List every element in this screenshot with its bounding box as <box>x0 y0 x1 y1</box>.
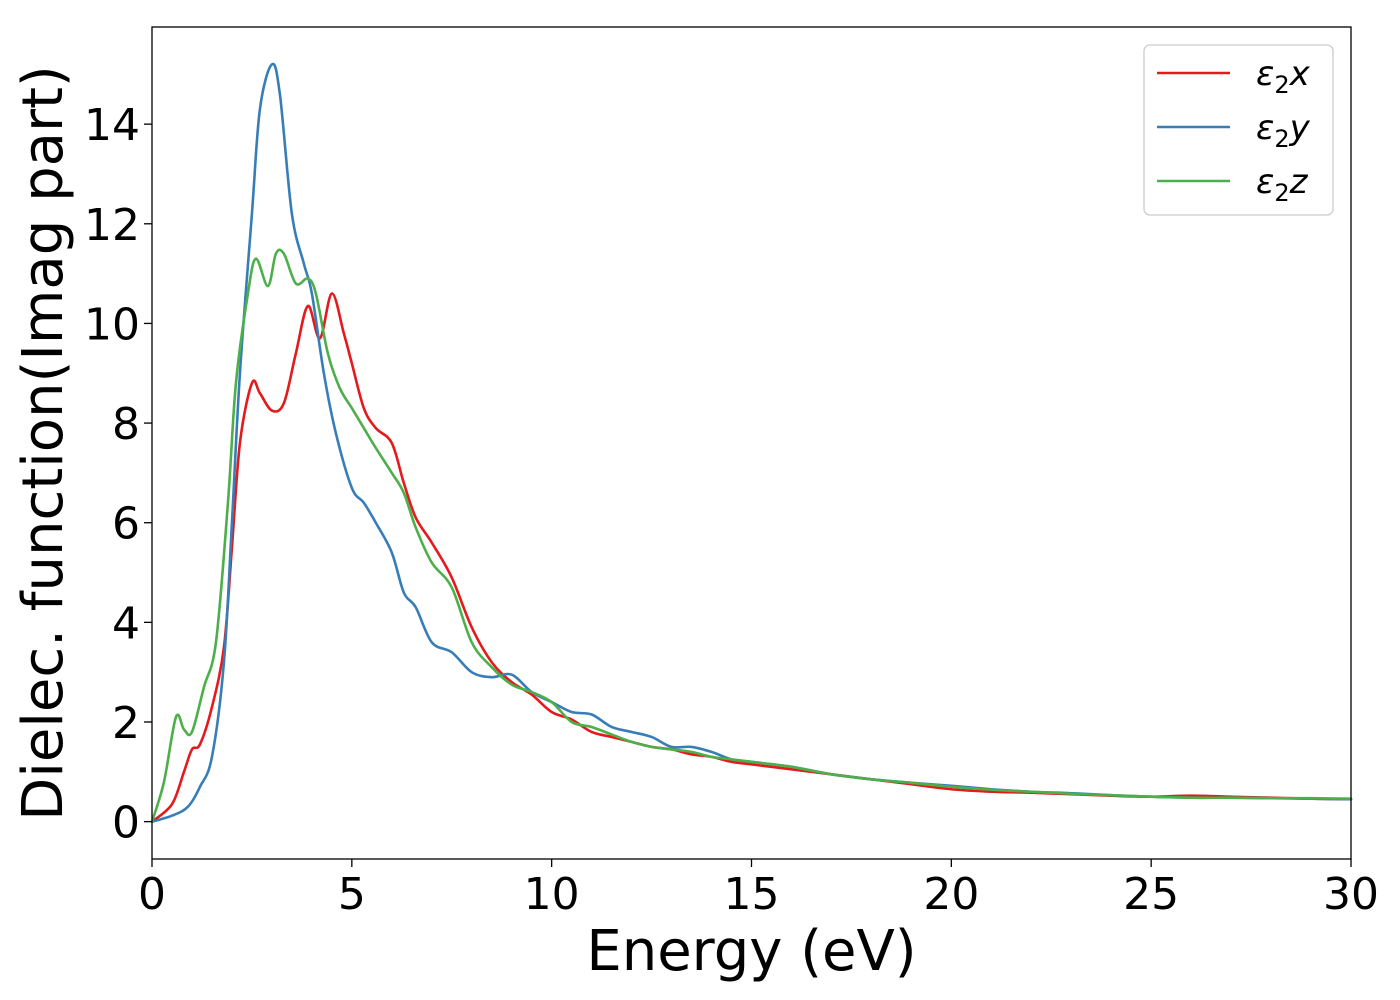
y-tick-label: 14 <box>84 100 140 151</box>
x-axis-label: Energy (eV) <box>586 919 916 984</box>
series-layer <box>150 62 1353 823</box>
series-line-x <box>150 292 1353 823</box>
legend-box <box>1143 44 1334 216</box>
x-tick-label: 0 <box>138 869 166 920</box>
y-tick-label: 10 <box>84 299 140 350</box>
legend-label-y: ε2y <box>1256 108 1311 153</box>
x-tick-label: 5 <box>338 869 366 920</box>
series-line-z <box>150 248 1353 823</box>
y-tick-label: 4 <box>112 598 140 649</box>
y-tick-label: 0 <box>112 798 140 849</box>
legend: ε2x ε2y ε2z <box>1143 44 1334 216</box>
y-tick-label: 12 <box>84 200 140 251</box>
plot-frame-border <box>151 26 1352 860</box>
x-tick-label: 25 <box>1123 869 1179 920</box>
x-tick-label: 15 <box>724 869 780 920</box>
y-tick-label: 8 <box>112 399 140 450</box>
x-tick-label: 10 <box>524 869 580 920</box>
x-tick-label: 30 <box>1323 869 1379 920</box>
frame-layer <box>151 26 1352 860</box>
x-tick-label: 20 <box>923 869 979 920</box>
axes-layer: 0 5 10 15 20 25 30 0 2 4 6 8 10 12 14 <box>84 100 1379 920</box>
legend-label-z: ε2z <box>1256 162 1309 207</box>
y-axis-label: Dielec. function(Imag part) <box>11 65 76 821</box>
y-tick-label: 2 <box>112 698 140 749</box>
y-tick-label: 6 <box>112 499 140 550</box>
legend-label-x: ε2x <box>1256 54 1311 99</box>
